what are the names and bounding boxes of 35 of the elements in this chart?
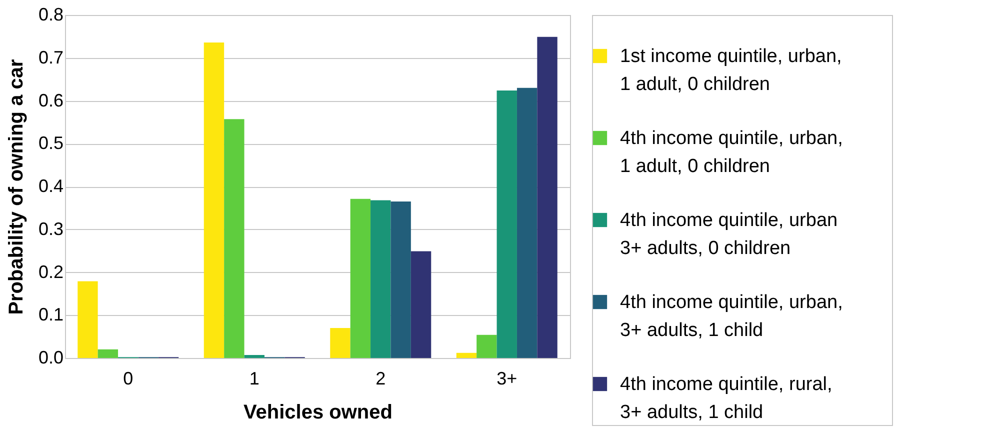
bar — [78, 281, 98, 358]
bar — [98, 349, 118, 358]
x-tick-label: 1 — [249, 368, 260, 388]
bar — [410, 251, 432, 358]
bar — [204, 42, 224, 358]
y-tick-label: 0.3 — [38, 218, 64, 239]
y-tick-label: 0.5 — [38, 133, 64, 154]
bar — [224, 119, 244, 358]
y-tick-label: 0.2 — [38, 262, 64, 282]
bar — [390, 202, 411, 358]
y-tick-label: 0.4 — [38, 176, 64, 196]
y-tick-label: 0.8 — [38, 4, 64, 24]
y-axis-title: Probability of owning a car — [5, 58, 28, 315]
x-tick-label: 2 — [376, 368, 386, 388]
bar — [516, 88, 538, 358]
legend-label: 4th income quintile, urban 3+ adults, 0 children — [620, 210, 838, 259]
y-tick-label: 0.1 — [38, 304, 64, 325]
bar — [537, 36, 558, 358]
y-tick-label: 0.7 — [38, 47, 64, 68]
bar — [496, 90, 517, 358]
legend-label: 4th income quintile, urban, 3+ adults, 1 child — [620, 292, 843, 341]
x-tick-label: 0 — [123, 368, 134, 388]
bar — [350, 198, 371, 358]
legend-label: 4th income quintile, rural, 3+ adults, 1 child — [620, 374, 832, 423]
x-axis-title: Vehicles owned — [244, 402, 392, 424]
legend-label: 1st income quintile, urban, 1 adult, 0 children — [620, 46, 842, 95]
legend-label: 4th income quintile, urban, 1 adult, 0 children — [620, 128, 843, 177]
bar — [476, 334, 497, 358]
bar — [456, 352, 477, 358]
bar — [370, 200, 391, 358]
bar — [330, 328, 350, 358]
bar — [244, 355, 264, 358]
y-tick-label: 0.0 — [38, 348, 64, 368]
x-tick-label: 3+ — [496, 368, 518, 388]
y-tick-label: 0.6 — [38, 90, 64, 110]
